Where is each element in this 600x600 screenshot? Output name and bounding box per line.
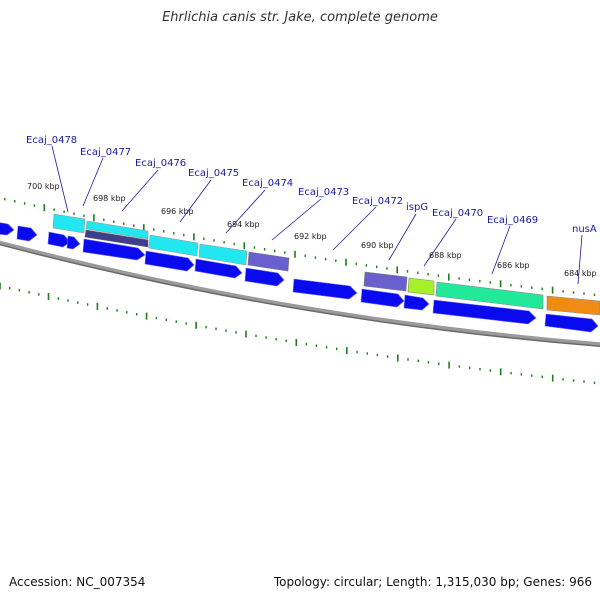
gene-label: Ecaj_0470 <box>432 208 483 219</box>
feature-blocks <box>52 213 600 316</box>
gene-label: Ecaj_0473 <box>298 187 349 198</box>
gene-labels: Ecaj_0478 Ecaj_0477 Ecaj_0476 Ecaj_0475 … <box>26 135 597 235</box>
feature-block-nusa <box>546 295 600 316</box>
gene-label: Ecaj_0472 <box>352 196 403 207</box>
gene-label: ispG <box>406 202 428 213</box>
leader-ecaj-0473 <box>271 198 322 241</box>
kbp-label: 696 kbp <box>161 207 194 216</box>
feature-block-ecaj-0476 <box>148 234 199 257</box>
kbp-labels: 700 kbp 698 kbp 696 kbp 694 kbp 692 kbp … <box>27 182 597 278</box>
gene-label: nusA <box>572 224 597 235</box>
cds-arrow <box>292 278 358 300</box>
kbp-label: 700 kbp <box>27 182 60 191</box>
feature-block-ecaj-0475 <box>198 243 248 266</box>
leader-ecaj-0470 <box>423 218 457 267</box>
cds-arrow <box>66 235 81 250</box>
leader-ecaj-0478 <box>51 145 69 213</box>
gene-label: Ecaj_0474 <box>242 178 293 189</box>
feature-block-ispg <box>407 277 435 296</box>
accession-text: Accession: NC_007354 <box>9 575 146 589</box>
feature-block-ecaj-0478 <box>52 213 86 234</box>
cds-arrow <box>144 250 195 272</box>
leader-nusa <box>577 234 583 285</box>
kbp-label: 688 kbp <box>429 251 462 260</box>
kbp-label: 694 kbp <box>227 220 260 229</box>
kbp-label: 692 kbp <box>294 232 327 241</box>
cds-arrow <box>47 231 71 248</box>
map-title: Ehrlichia canis str. Jake, complete geno… <box>162 10 438 25</box>
leader-ispg <box>388 213 417 261</box>
gene-label: Ecaj_0475 <box>188 168 239 179</box>
gene-label: Ecaj_0477 <box>80 147 131 158</box>
leader-ecaj-0472 <box>332 206 377 251</box>
cds-arrow <box>244 267 285 287</box>
genome-backbone <box>0 240 600 347</box>
leader-ecaj-0476 <box>121 169 159 212</box>
kbp-label: 684 kbp <box>564 269 597 278</box>
leader-ecaj-0475 <box>179 179 212 223</box>
gene-label: Ecaj_0478 <box>26 135 77 146</box>
feature-block-ecaj-0470 <box>435 281 544 310</box>
cds-arrows <box>0 222 599 333</box>
genome-backbone-shadow <box>0 243 600 347</box>
feature-block-ecaj-0472 <box>363 271 408 292</box>
cds-arrow <box>16 225 38 242</box>
cds-arrow <box>194 258 243 279</box>
feature-block-ecaj-0474 <box>247 251 290 272</box>
cds-arrow <box>0 222 15 236</box>
cds-arrow <box>432 299 537 325</box>
leader-ecaj-0474 <box>225 189 266 234</box>
leader-ecaj-0469 <box>491 225 511 275</box>
label-leaders <box>51 145 583 285</box>
kbp-label: 686 kbp <box>497 261 530 270</box>
tick-rows <box>0 197 596 385</box>
cds-arrow <box>82 238 146 261</box>
feature-block-ecaj-0477-cyan <box>85 220 149 240</box>
gene-label: Ecaj_0469 <box>487 215 538 226</box>
gene-label: Ecaj_0476 <box>135 158 186 169</box>
feature-block-ecaj-0477 <box>84 229 149 248</box>
genome-summary-text: Topology: circular; Length: 1,315,030 bp… <box>273 575 592 589</box>
cds-arrow <box>360 288 405 308</box>
kbp-label: 690 kbp <box>361 241 394 250</box>
cds-arrow <box>403 294 430 311</box>
leader-ecaj-0477 <box>82 157 104 207</box>
kbp-label: 698 kbp <box>93 194 126 203</box>
cds-arrow <box>544 313 599 333</box>
